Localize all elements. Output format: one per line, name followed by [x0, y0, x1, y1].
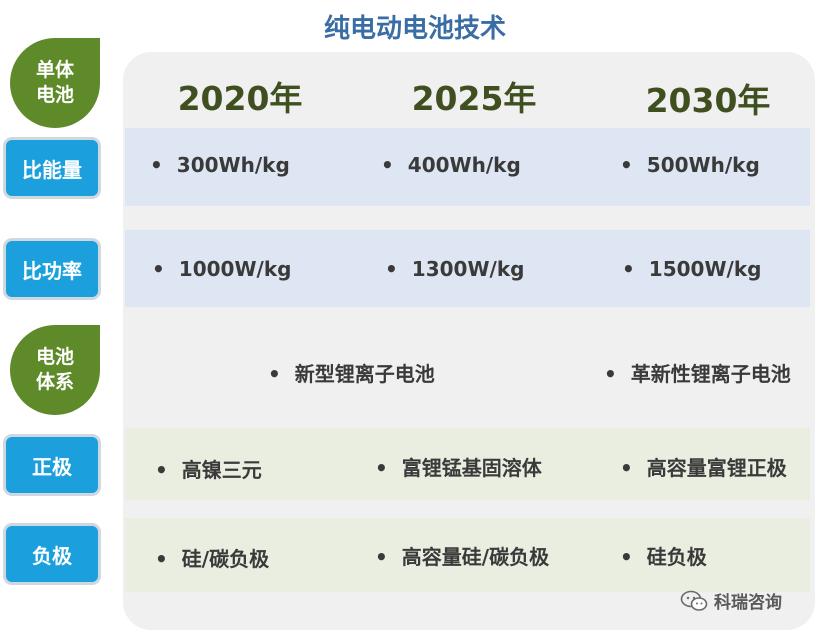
cell-energy-2025: • 400Wh/kg [381, 153, 521, 177]
bullet-icon: • [620, 545, 633, 569]
cell-energy-2030: • 500Wh/kg [620, 153, 760, 177]
bullet-icon: • [155, 547, 168, 571]
bullet-icon: • [375, 456, 388, 480]
cell-value: 新型锂离子电池 [294, 362, 435, 386]
row-band-cathode [125, 428, 810, 500]
row-band-energy [125, 128, 810, 206]
cell-anode-2025: • 高容量硅/碳负极 [375, 541, 549, 570]
row-label-line-1: 电池 [35, 346, 74, 368]
cell-value: 高容量富锂正极 [646, 456, 787, 480]
cell-power-2030: • 1500W/kg [622, 257, 761, 281]
bullet-icon: • [622, 257, 635, 281]
row-band-anode [125, 518, 810, 592]
bullet-icon: • [150, 153, 163, 177]
cell-system-2030: • 革新性锂离子电池 [604, 358, 791, 387]
cell-value: 革新性锂离子电池 [630, 362, 791, 386]
year-header-2030: 2030年 [645, 81, 771, 120]
bullet-icon: • [375, 545, 388, 569]
row-label-energy: 比能量 [3, 137, 101, 199]
watermark: 科瑞咨询 [680, 588, 782, 613]
cell-anode-2020: • 硅/碳负极 [155, 543, 269, 572]
watermark-text: 科瑞咨询 [714, 593, 782, 613]
row-band-power [125, 230, 810, 307]
bullet-icon: • [620, 456, 633, 480]
diagram-title: 纯电动电池技术 [323, 14, 506, 44]
bullet-icon: • [385, 257, 398, 281]
row-label-anode: 负极 [3, 523, 101, 585]
row-header-cell-battery: 单体 电池 [10, 38, 100, 128]
row-label-battery-system: 电池 体系 [10, 325, 100, 415]
cell-cathode-2030: • 高容量富锂正极 [620, 452, 787, 481]
cell-value: 1000W/kg [178, 257, 292, 281]
cell-value: 400Wh/kg [407, 153, 521, 177]
cell-anode-2030: • 硅负极 [620, 541, 707, 570]
cell-value: 300Wh/kg [176, 153, 290, 177]
bullet-icon: • [620, 153, 633, 177]
cell-value: 硅/碳负极 [181, 547, 270, 571]
wechat-icon [680, 590, 708, 611]
cell-cathode-2020: • 高镍三元 [155, 454, 262, 483]
cell-value: 高镍三元 [181, 458, 262, 482]
bullet-icon: • [152, 257, 165, 281]
cell-power-2020: • 1000W/kg [152, 257, 291, 281]
cell-value: 1300W/kg [411, 257, 525, 281]
cell-value: 高容量硅/碳负极 [401, 545, 550, 569]
cell-system-2020-2025: • 新型锂离子电池 [268, 358, 435, 387]
cell-cathode-2025: • 富锂锰基固溶体 [375, 452, 542, 481]
row-label-cathode: 正极 [3, 434, 101, 496]
bullet-icon: • [155, 458, 168, 482]
row-header-line-1: 单体 [35, 59, 74, 81]
cell-energy-2020: • 300Wh/kg [150, 153, 290, 177]
year-header-2025: 2025年 [411, 79, 537, 118]
row-label-power: 比功率 [3, 238, 101, 300]
bullet-icon: • [604, 362, 617, 386]
cell-value: 1500W/kg [648, 257, 762, 281]
bullet-icon: • [381, 153, 394, 177]
cell-value: 硅负极 [646, 545, 707, 569]
year-header-2020: 2020年 [177, 79, 303, 118]
cell-value: 500Wh/kg [646, 153, 760, 177]
cell-value: 富锂锰基固溶体 [401, 456, 542, 480]
row-label-line-2: 体系 [35, 371, 74, 393]
row-header-line-2: 电池 [35, 84, 74, 106]
cell-power-2025: • 1300W/kg [385, 257, 524, 281]
bullet-icon: • [268, 362, 281, 386]
